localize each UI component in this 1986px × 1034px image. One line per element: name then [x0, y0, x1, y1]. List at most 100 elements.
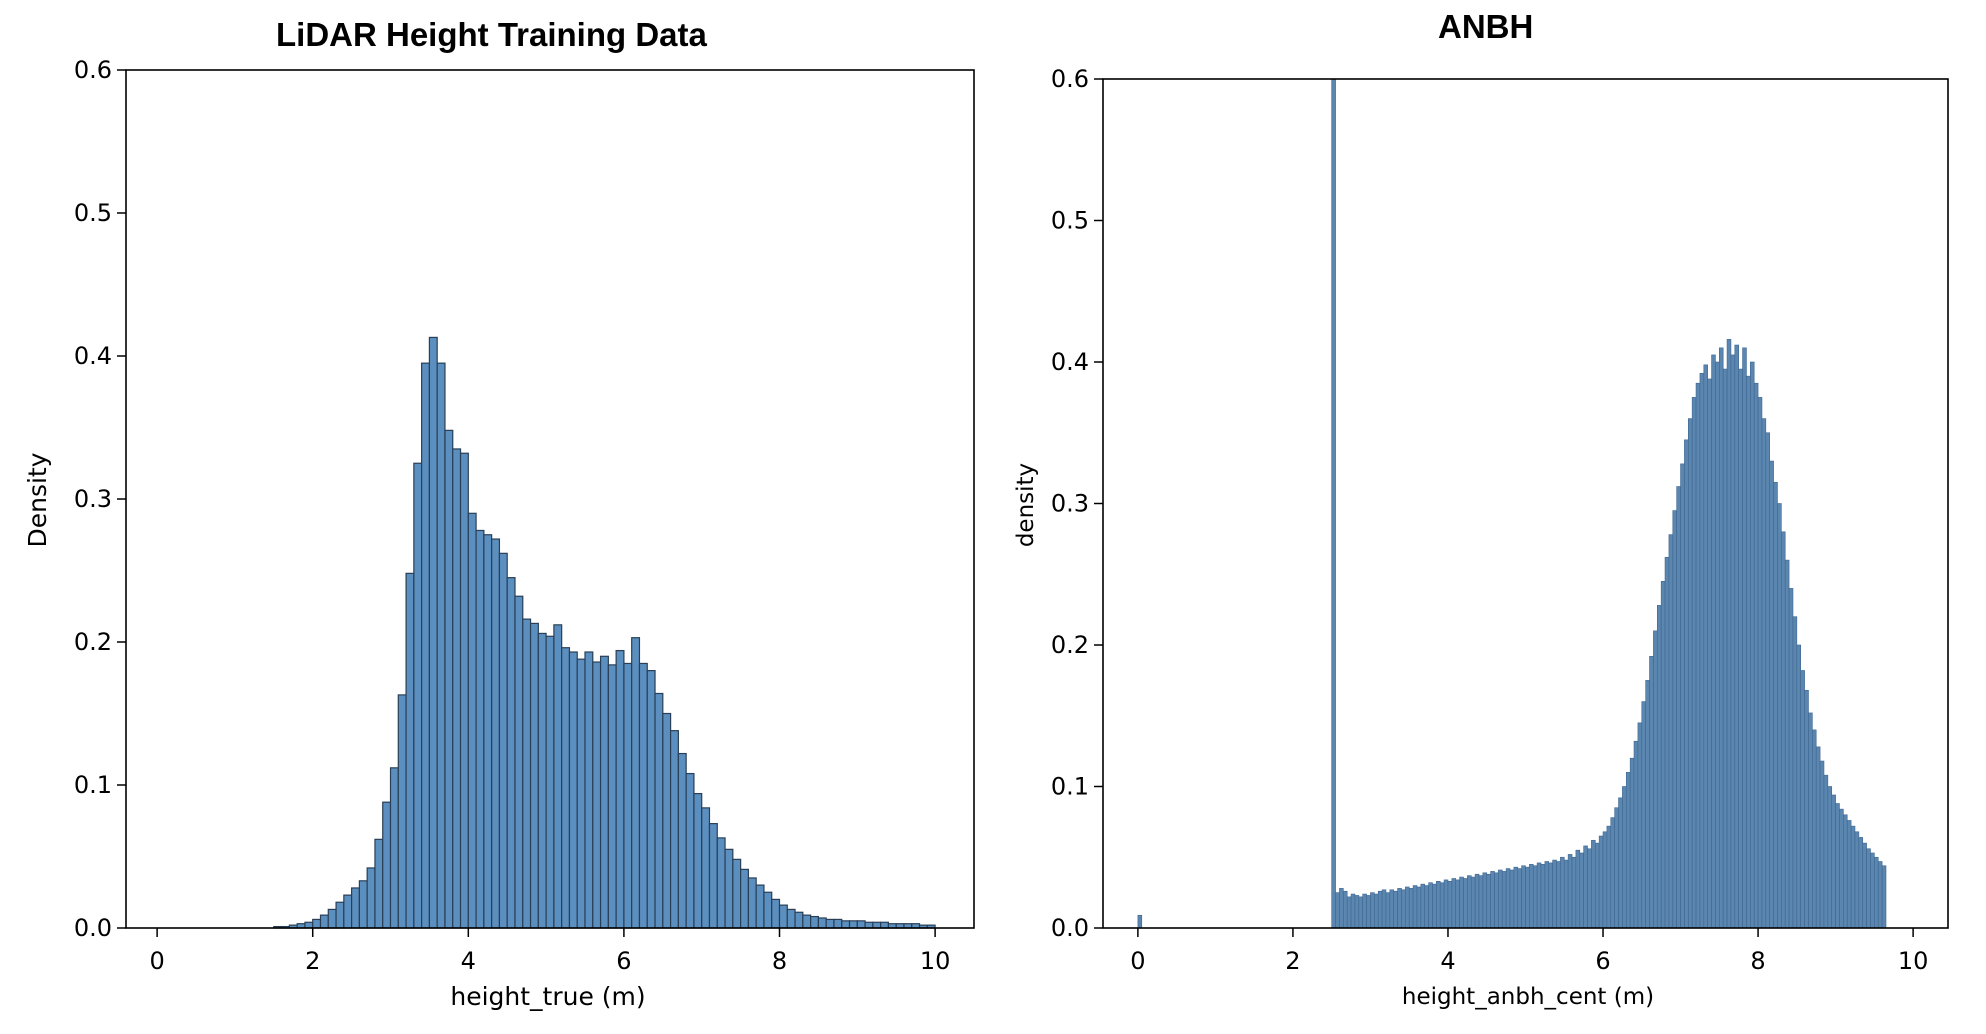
- left-x-tick-label: 6: [616, 947, 631, 975]
- left-histogram-bar: [568, 651, 578, 929]
- right-histogram-bar: [1482, 872, 1488, 929]
- left-histogram-bar: [740, 868, 749, 929]
- right-histogram-bar: [1684, 439, 1689, 929]
- left-histogram-bar: [413, 462, 423, 929]
- right-histogram-bar: [1800, 670, 1805, 929]
- right-histogram-bar: [1645, 680, 1650, 929]
- right-histogram-bar: [1381, 889, 1387, 929]
- left-histogram-bar: [319, 914, 329, 929]
- right-x-axis-label: height_anbh_cent (m): [1402, 984, 1654, 1010]
- right-histogram-bar: [1819, 760, 1825, 929]
- right-histogram-bar: [1490, 871, 1495, 929]
- left-histogram-bar: [436, 362, 446, 929]
- right-histogram-bar: [1699, 373, 1705, 929]
- right-histogram-bar: [1486, 873, 1491, 929]
- right-histogram-bar: [1455, 879, 1460, 929]
- right-histogram-bar: [1792, 616, 1798, 929]
- right-histogram-bar: [1738, 368, 1743, 929]
- left-histogram-bar: [584, 651, 594, 929]
- left-histogram-bar: [623, 662, 633, 929]
- left-histogram-bar: [592, 661, 602, 929]
- left-histogram-bar: [607, 664, 617, 929]
- right-histogram-bar: [1362, 893, 1367, 929]
- right-histogram-bar: [1393, 890, 1398, 929]
- right-x-tick-label: 4: [1440, 947, 1455, 975]
- right-histogram-bar: [1594, 842, 1600, 929]
- right-histogram-bar: [1815, 746, 1821, 929]
- left-histogram-bar: [312, 918, 322, 929]
- left-histogram-bar: [382, 801, 392, 929]
- right-histogram-bar: [1591, 839, 1596, 929]
- right-histogram-bar: [1447, 880, 1453, 929]
- right-histogram-bar: [1614, 807, 1619, 929]
- left-histogram-bar: [646, 669, 656, 929]
- right-histogram-bar: [1846, 820, 1852, 929]
- right-x-tick-label: 6: [1595, 947, 1610, 975]
- right-histogram-bar: [1552, 859, 1557, 929]
- left-histogram-bar: [662, 712, 672, 929]
- right-histogram-bar: [1835, 803, 1840, 929]
- left-histogram-bar: [545, 635, 555, 929]
- right-histogram-bar: [1389, 889, 1395, 929]
- right-histogram-bar: [1498, 869, 1503, 929]
- left-histogram-bar: [708, 823, 718, 929]
- right-histogram-bar: [1439, 882, 1445, 929]
- left-histogram-bar: [716, 837, 726, 929]
- right-histogram-bar: [1443, 879, 1449, 929]
- right-histogram-bar: [1676, 486, 1681, 929]
- right-histogram-bar: [1781, 531, 1786, 929]
- right-histogram-bar: [1629, 757, 1635, 929]
- right-histogram-bar: [1587, 848, 1592, 929]
- left-histogram-bar: [654, 692, 664, 929]
- right-histogram-bar: [1459, 876, 1464, 929]
- left-histogram-bar: [506, 577, 516, 929]
- right-histogram-bar: [1777, 503, 1782, 929]
- right-histogram-bar: [1796, 644, 1802, 929]
- right-y-axis-label: density: [1013, 463, 1039, 547]
- right-histogram-bar: [1734, 344, 1739, 929]
- right-chart-panel: ANBH 0 2 4 6 8 10 0.0 0.1 0.2 0.3 0.4 0.5 0.6 heigh…: [993, 0, 1986, 1034]
- right-histogram-bar: [1343, 890, 1348, 929]
- left-histogram-bar: [825, 918, 835, 929]
- right-histogram-bar: [1753, 382, 1759, 929]
- right-histogram-bar: [1598, 835, 1604, 929]
- left-histogram-bar: [864, 921, 874, 929]
- right-histogram-bar: [1726, 339, 1732, 929]
- right-histogram-bar: [1401, 889, 1406, 929]
- left-histogram-bar: [537, 632, 547, 929]
- left-histogram-bar: [848, 920, 858, 929]
- left-x-tick-label: 4: [461, 947, 476, 975]
- right-histogram-bar: [1757, 397, 1763, 929]
- right-histogram-bar: [1509, 869, 1515, 929]
- left-histogram-bar: [778, 904, 788, 929]
- right-histogram-chart: 0 2 4 6 8 10 0.0 0.1 0.2 0.3 0.4 0.5 0.6 height_anb…: [1013, 65, 1949, 1010]
- right-histogram-bar: [1633, 740, 1639, 929]
- right-histogram-bar: [1397, 888, 1402, 929]
- right-histogram-bar: [1606, 825, 1612, 929]
- left-histogram-bar: [374, 838, 384, 929]
- left-chart-panel: LiDAR Height Training Data 0 2 4 6 8 10 0.0 0.…: [23, 16, 975, 1011]
- left-x-tick-label: 8: [772, 947, 787, 975]
- right-histogram-bar: [1719, 347, 1724, 929]
- right-histogram-bar: [1854, 831, 1860, 929]
- left-histogram-bar: [335, 901, 345, 929]
- left-histogram-bar: [880, 921, 890, 929]
- right-histogram-bar: [1571, 856, 1577, 929]
- left-histogram-bar: [561, 647, 571, 929]
- right-histogram-bar: [1862, 842, 1867, 929]
- right-x-tick-label: 0: [1130, 947, 1145, 975]
- left-histogram-bar: [421, 362, 431, 929]
- right-histogram-bar: [1656, 605, 1662, 929]
- left-histogram-bar: [615, 649, 625, 929]
- left-histogram-bar: [771, 898, 781, 929]
- left-histogram-bar: [786, 908, 796, 929]
- left-histogram-bar: [576, 658, 586, 929]
- right-histogram-bar: [1575, 849, 1581, 929]
- right-histogram-bar: [1610, 817, 1615, 929]
- left-x-axis-label: height_true (m): [450, 982, 645, 1011]
- left-y-axis-label: Density: [23, 452, 52, 547]
- right-histogram-bar: [1641, 701, 1646, 929]
- right-histogram-bar: [1668, 534, 1674, 929]
- left-histogram-bar: [304, 921, 314, 929]
- left-y-tick-label: 0.4: [74, 342, 112, 370]
